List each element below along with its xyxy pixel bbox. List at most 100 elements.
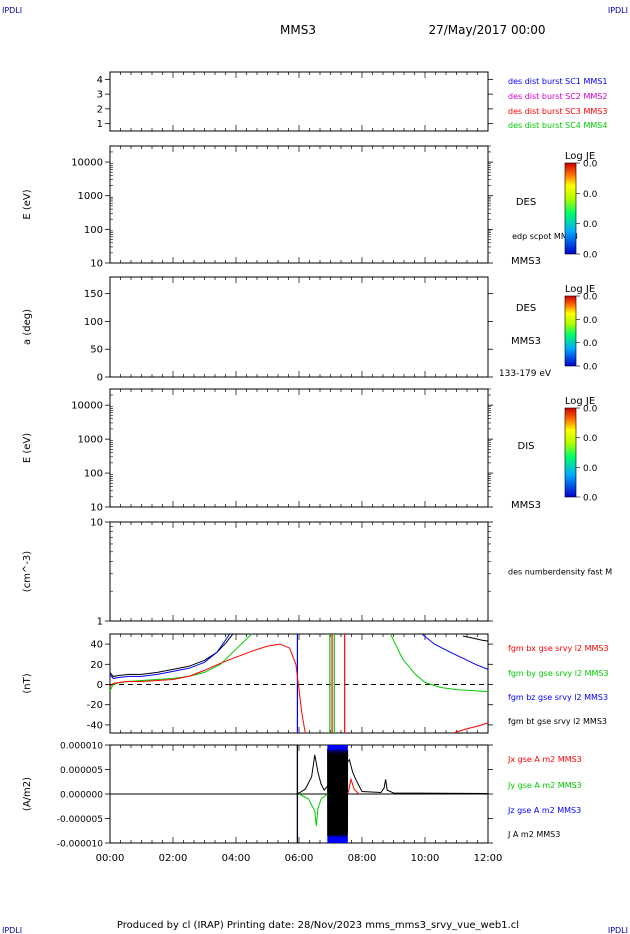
y-tick-label: 100 bbox=[84, 469, 103, 480]
panel-frame bbox=[109, 388, 489, 508]
corner-label-bottom-right: IPDLI bbox=[608, 926, 628, 934]
y-tick-label: -20 bbox=[87, 700, 103, 711]
right-label: MMS3 bbox=[511, 256, 541, 267]
legend-entry: Jz gse A m2 MMS3 bbox=[507, 806, 581, 815]
y-tick-label: 10000 bbox=[71, 401, 103, 412]
y-tick-label: 0.000005 bbox=[60, 766, 103, 776]
right-label: DES bbox=[516, 303, 536, 314]
date-title: 27/May/2017 00:00 bbox=[428, 23, 545, 37]
right-label: MMS3 bbox=[511, 336, 541, 347]
colorbar bbox=[564, 295, 577, 367]
panel2: 10 100 1000 10000 E (eV) DES edp scpot MMS3 MMS… bbox=[22, 145, 598, 270]
current-burst-trace bbox=[327, 748, 349, 838]
legend-entry: des dist burst SC2 MMS2 bbox=[508, 92, 607, 101]
y-tick-label: 40 bbox=[90, 640, 103, 651]
colorbar-tick: 0.0 bbox=[583, 160, 598, 170]
y-tick-label: 0 bbox=[97, 373, 103, 384]
y-axis-label: (nT) bbox=[22, 673, 33, 693]
y-tick-label: 2 bbox=[97, 104, 103, 115]
right-label: 133-179 eV bbox=[499, 369, 552, 379]
series-line-by bbox=[389, 633, 489, 693]
y-tick-label: 10000 bbox=[71, 158, 103, 169]
colorbar bbox=[564, 162, 577, 255]
series-line-bx bbox=[347, 777, 360, 795]
y-axis-label: a (deg) bbox=[22, 309, 33, 345]
y-axis-label: (cm^-3) bbox=[22, 551, 33, 592]
colorbar-title: Log JE bbox=[565, 151, 595, 162]
series-line-by bbox=[298, 793, 328, 826]
colorbar-tick: 0.0 bbox=[583, 464, 598, 474]
corner-label-top-right: IPDLI bbox=[608, 6, 628, 15]
panel1: 1 2 3 4 des dist burst SC1 MMS1 des dist burs… bbox=[97, 71, 607, 132]
panel7: -0.000010 -0.000005 0.000000 0.000005 0.0000… bbox=[22, 742, 582, 865]
colorbar-tick: 0.0 bbox=[583, 316, 598, 326]
panel5: 1 10 (cm^-3) des numberdensity fast M bbox=[22, 518, 612, 628]
right-label: DES bbox=[516, 197, 536, 208]
colorbar-title: Log JE bbox=[565, 284, 595, 295]
panel-frame bbox=[109, 276, 489, 378]
colorbar-tick: 0.0 bbox=[583, 363, 598, 373]
legend-entry: des dist burst SC1 MMS1 bbox=[508, 77, 607, 86]
legend-entry: fgm bt gse srvy l2 MMS3 bbox=[508, 717, 607, 726]
series-line-by bbox=[109, 633, 253, 691]
legend-entry: J A m2 MMS3 bbox=[507, 830, 560, 839]
series-line-bz bbox=[421, 633, 489, 670]
legend-entry: des dist burst SC4 MMS4 bbox=[508, 121, 607, 130]
colorbar-tick: 0.0 bbox=[583, 405, 598, 415]
colorbar-tick: 0.0 bbox=[583, 339, 598, 349]
y-tick-label: 1000 bbox=[78, 191, 103, 202]
header-footer: IPDLI IPDLI IPDLI IPDLI MMS3 27/May/2017… bbox=[2, 6, 628, 934]
y-tick-label: 0 bbox=[97, 680, 103, 691]
legend-entry: Jy gse A m2 MMS3 bbox=[507, 781, 582, 790]
y-tick-label: 20 bbox=[90, 660, 103, 671]
y-tick-label: 150 bbox=[84, 289, 103, 300]
series-line-bt bbox=[462, 635, 489, 642]
x-tick-label: 12:00 bbox=[474, 853, 503, 864]
panel-frame bbox=[109, 71, 489, 132]
x-tick-label: 10:00 bbox=[411, 853, 440, 864]
y-tick-label: -40 bbox=[87, 720, 103, 731]
corner-label-bottom-left: IPDLI bbox=[2, 926, 22, 934]
colorbar-tick: 0.0 bbox=[583, 190, 598, 200]
x-tick-label: 00:00 bbox=[96, 853, 125, 864]
series-line-bz bbox=[109, 633, 231, 679]
series-line-bx bbox=[453, 722, 489, 734]
colorbar-tick: 0.0 bbox=[583, 220, 598, 230]
corner-label-top-left: IPDLI bbox=[2, 6, 22, 15]
colorbar-tick: 0.0 bbox=[583, 494, 598, 504]
y-tick-label: 1 bbox=[97, 617, 103, 628]
colorbar-tick: 0.0 bbox=[583, 293, 598, 303]
y-tick-label: 50 bbox=[90, 345, 103, 356]
y-tick-label: 1 bbox=[97, 119, 103, 130]
legend-entry: des numberdensity fast M bbox=[508, 568, 612, 577]
spacecraft-title: MMS3 bbox=[280, 23, 316, 37]
panel6: -40 -20 0 20 40 (nT) fgm bx gse srvy l2 MMS3 fg… bbox=[22, 633, 609, 734]
y-tick-label: 0.000010 bbox=[60, 742, 103, 752]
series-line-bt bbox=[109, 633, 234, 677]
legend-entry: fgm bz gse srvy l2 MMS3 bbox=[508, 693, 608, 702]
y-tick-label: 3 bbox=[97, 90, 103, 101]
right-label: DIS bbox=[518, 441, 535, 452]
footer-text: Produced by cl (IRAP) Printing date: 28/… bbox=[117, 920, 519, 931]
colorbar-title: Log JE bbox=[565, 396, 595, 407]
y-axis-label: (A/m2) bbox=[22, 777, 33, 811]
y-tick-label: 1000 bbox=[78, 435, 103, 446]
legend-entry: fgm bx gse srvy l2 MMS3 bbox=[508, 644, 609, 653]
y-tick-label: -0.000005 bbox=[57, 815, 103, 825]
y-axis-label: E (eV) bbox=[22, 433, 33, 463]
series-line-bt bbox=[110, 754, 489, 795]
y-tick-label: 10 bbox=[90, 518, 103, 529]
y-tick-label: 100 bbox=[84, 225, 103, 236]
colorbar bbox=[564, 407, 577, 498]
legend-entry: Jx gse A m2 MMS3 bbox=[507, 755, 582, 764]
legend-entry: fgm by gse srvy l2 MMS3 bbox=[508, 669, 609, 678]
x-tick-label: 04:00 bbox=[222, 853, 251, 864]
panel-frame bbox=[109, 521, 489, 622]
colorbar-tick: 0.0 bbox=[583, 434, 598, 444]
y-tick-label: 10 bbox=[90, 259, 103, 270]
x-tick-label: 06:00 bbox=[285, 853, 314, 864]
legend-entry: des dist burst SC3 MMS3 bbox=[508, 107, 607, 116]
